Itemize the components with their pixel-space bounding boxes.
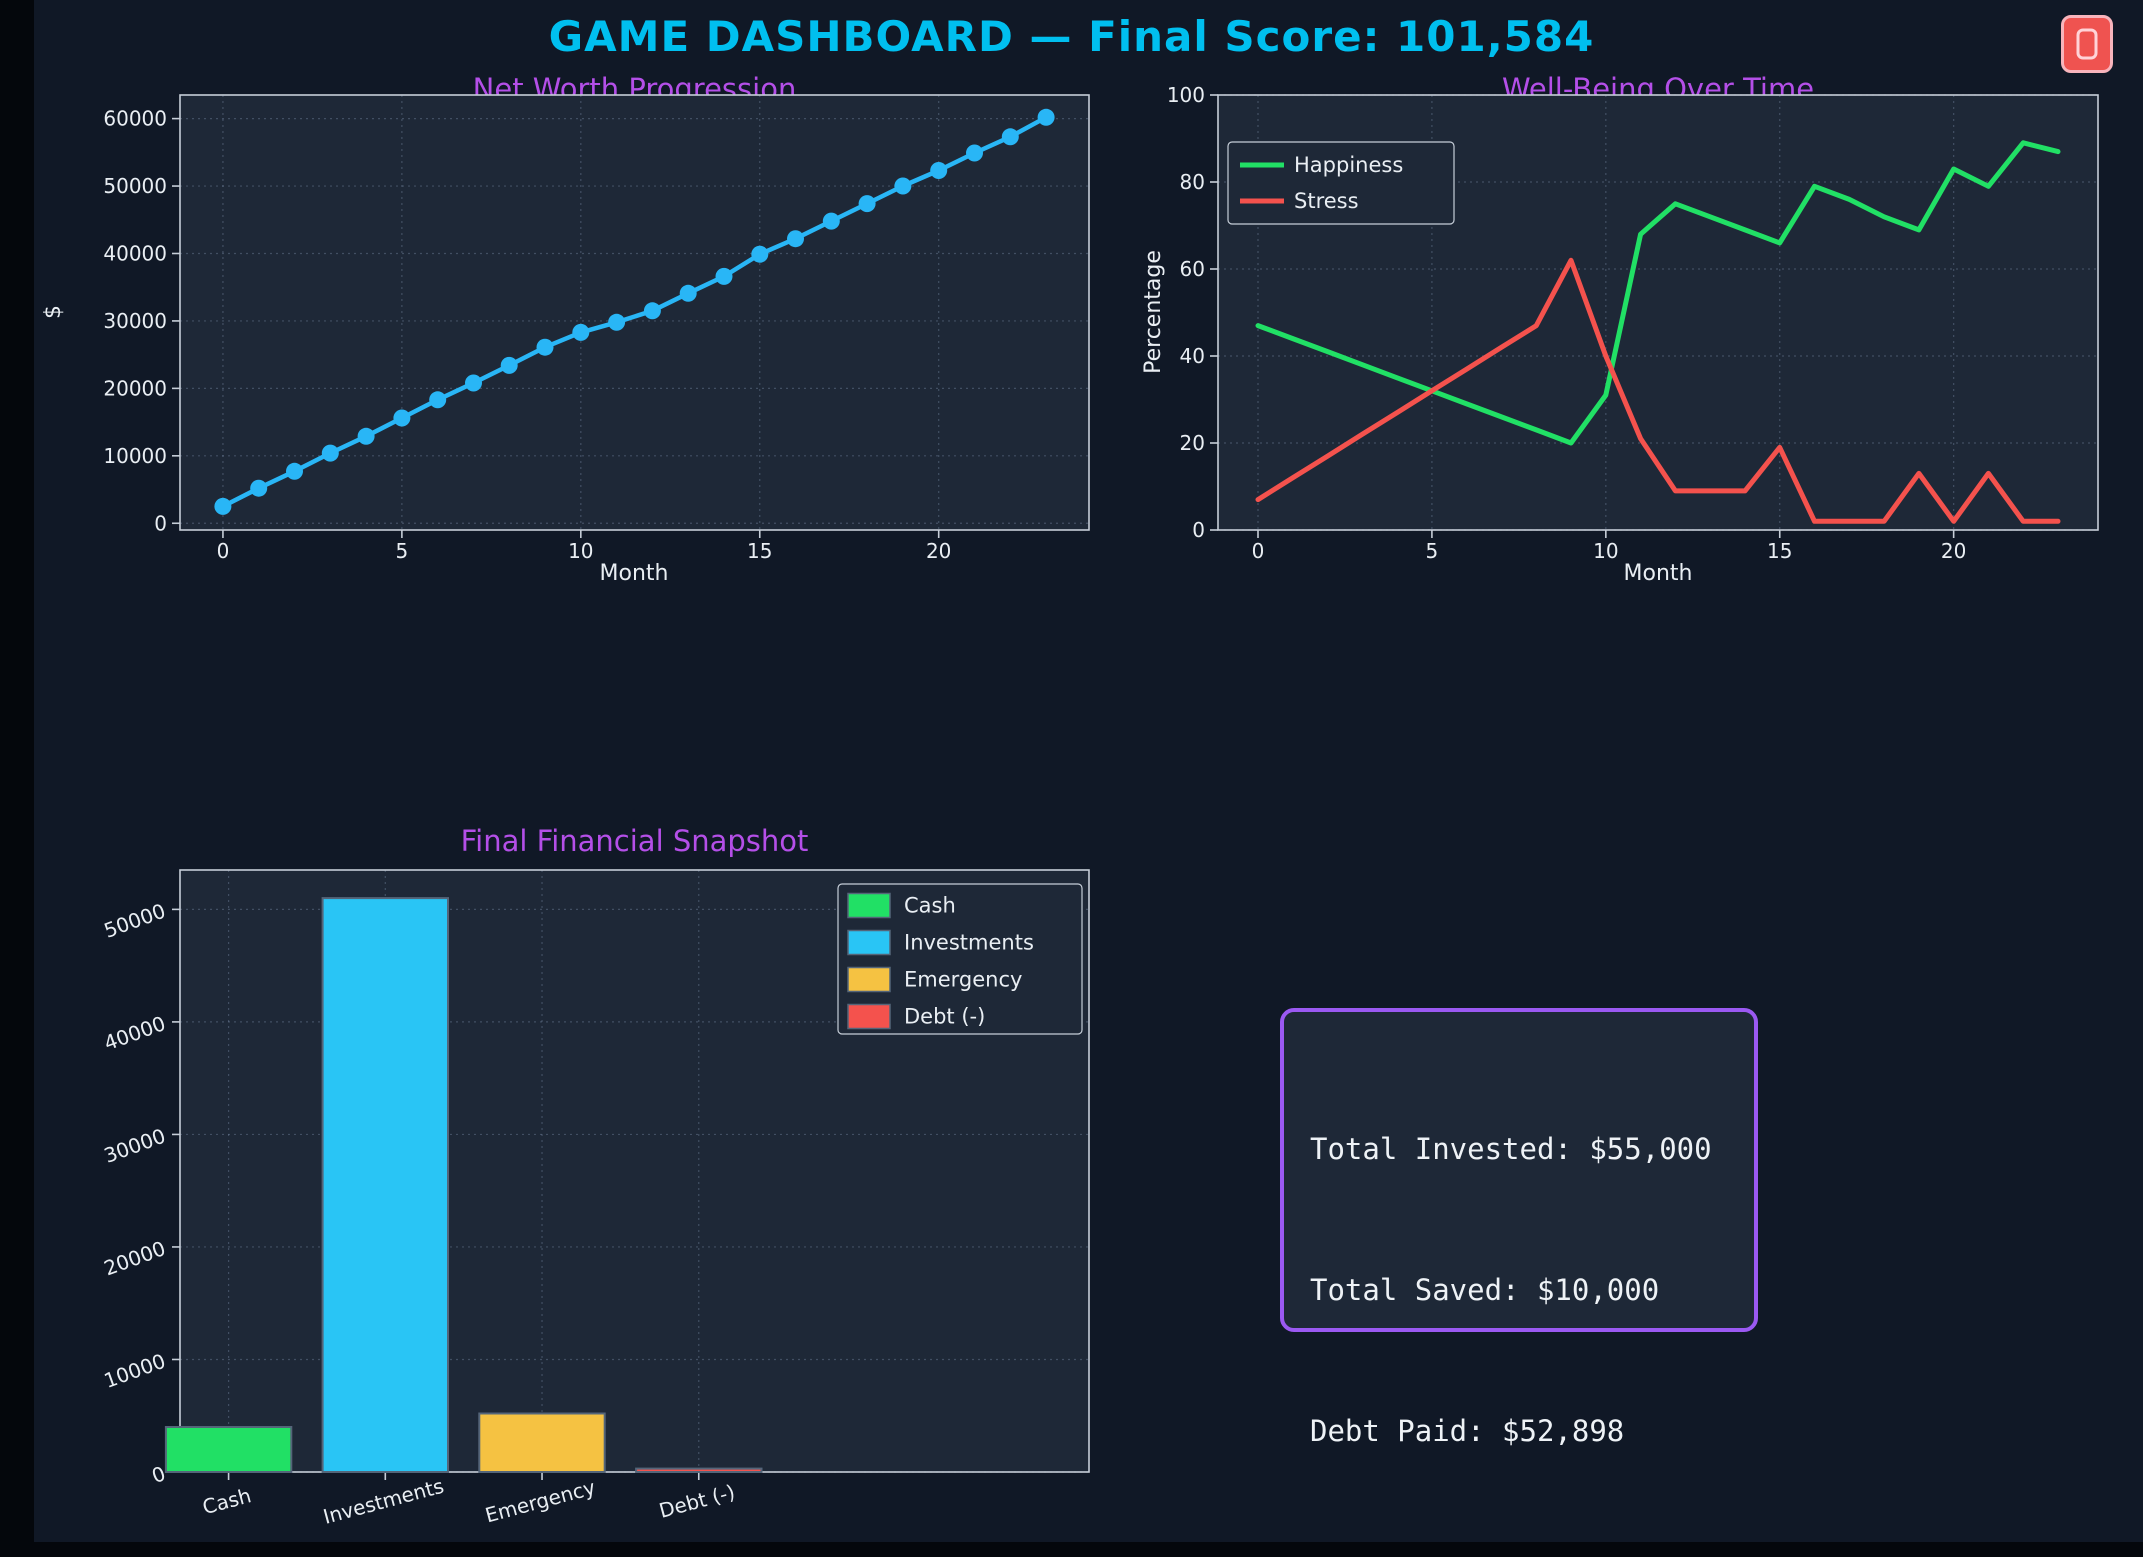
- svg-text:100: 100: [1167, 83, 1205, 107]
- svg-text:Investments: Investments: [321, 1474, 447, 1529]
- svg-text:Happiness: Happiness: [1294, 153, 1403, 177]
- svg-text:Stress: Stress: [1294, 189, 1359, 213]
- svg-text:60: 60: [1180, 257, 1205, 281]
- svg-text:5: 5: [1426, 539, 1439, 563]
- svg-text:40000: 40000: [101, 1011, 169, 1055]
- svg-text:20: 20: [1180, 431, 1205, 455]
- svg-text:20000: 20000: [101, 1236, 169, 1280]
- door-icon: [2076, 28, 2098, 60]
- svg-text:15: 15: [747, 539, 772, 563]
- svg-text:10: 10: [568, 539, 593, 563]
- svg-text:20000: 20000: [103, 376, 167, 400]
- svg-text:80: 80: [1180, 170, 1205, 194]
- svg-text:0: 0: [1252, 539, 1265, 563]
- svg-text:Emergency: Emergency: [483, 1475, 598, 1527]
- svg-text:5: 5: [396, 539, 409, 563]
- svg-text:20: 20: [926, 539, 951, 563]
- svg-text:15: 15: [1767, 539, 1792, 563]
- svg-text:20: 20: [1941, 539, 1966, 563]
- svg-text:30000: 30000: [103, 309, 167, 333]
- stat-debt-paid: Debt Paid: $52,898: [1310, 1414, 1625, 1448]
- page-title: GAME DASHBOARD — Final Score: 101,584: [548, 12, 1595, 61]
- svg-text:60000: 60000: [103, 107, 167, 131]
- svg-text:Cash: Cash: [904, 894, 956, 918]
- stat-total-saved: Total Saved: $10,000: [1310, 1273, 1660, 1307]
- svg-text:Percentage: Percentage: [1141, 250, 1166, 374]
- svg-text:Investments: Investments: [904, 931, 1034, 955]
- stats-panel: Total Invested: $55,000 Total Saved: $10…: [1280, 1008, 1758, 1557]
- svg-text:Debt (-): Debt (-): [656, 1480, 737, 1523]
- svg-text:40: 40: [1180, 344, 1205, 368]
- screen-edge-bottom: [0, 1542, 2143, 1557]
- svg-text:0: 0: [154, 511, 167, 535]
- svg-text:Month: Month: [600, 561, 669, 586]
- svg-text:40000: 40000: [103, 241, 167, 265]
- svg-text:Cash: Cash: [200, 1483, 254, 1519]
- svg-text:0: 0: [1192, 518, 1205, 542]
- svg-text:50000: 50000: [103, 174, 167, 198]
- close-button[interactable]: [2061, 15, 2113, 73]
- stat-leisure-actions: Leisure Actions: 3: [1310, 1549, 1728, 1557]
- svg-text:10000: 10000: [103, 444, 167, 468]
- screen-edge-left: [0, 0, 34, 1557]
- svg-text:Debt (-): Debt (-): [904, 1005, 985, 1029]
- svg-text:Month: Month: [1624, 561, 1693, 586]
- svg-text:10000: 10000: [101, 1349, 169, 1393]
- stat-total-invested: Total Invested: $55,000: [1310, 1132, 1712, 1166]
- svg-text:10: 10: [1593, 539, 1618, 563]
- svg-text:Emergency: Emergency: [904, 968, 1022, 992]
- financial-chart-title: Final Financial Snapshot: [460, 824, 809, 858]
- svg-text:30000: 30000: [101, 1124, 169, 1168]
- networth-chart: 0 10000 20000 30000 40000 50000 60000 0 5 10 15 20 $…: [41, 94, 1090, 586]
- svg-text:0: 0: [217, 539, 230, 563]
- wellbeing-chart: 0 20 40 60 80 100 0 5 10 15 20 Happiness Stress Perce…: [1141, 83, 2099, 586]
- svg-text:$: $: [41, 305, 66, 319]
- svg-text:50000: 50000: [101, 899, 169, 943]
